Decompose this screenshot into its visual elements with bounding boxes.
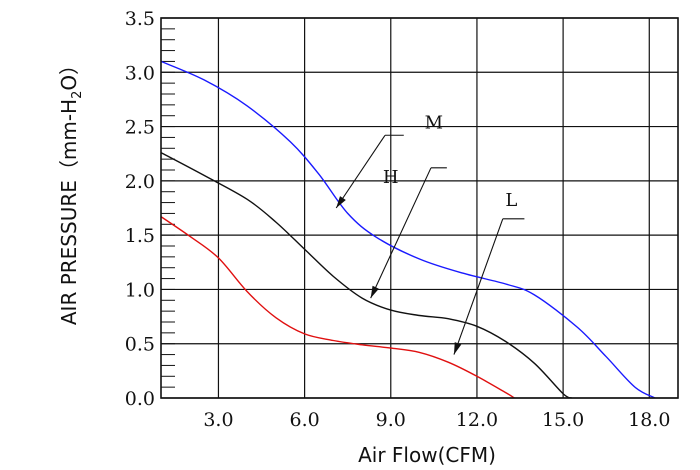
x-tick-label-0: 3.0	[203, 409, 233, 431]
arrow-shaft-H	[335, 134, 386, 209]
y-tick-label-2: 1.0	[125, 279, 155, 301]
y-axis-title-end: O）	[57, 55, 81, 91]
y-axis-title-subscript: 2	[70, 91, 85, 99]
y-tick-label-1: 0.5	[125, 334, 155, 356]
y-tick-label-4: 2.0	[125, 171, 155, 193]
y-tick-labels: 0.0 0.5 1.0 1.5 2.0 2.5 3.0 3.5	[125, 8, 155, 410]
y-tick-label-3: 1.5	[125, 225, 155, 247]
curve-label-M: M	[425, 113, 443, 134]
y-axis-title-main: AIR PRESSURE（mm-H	[57, 99, 81, 325]
y-tick-label-5: 2.5	[125, 117, 155, 139]
plot-frame	[160, 17, 679, 399]
annotations: H M L	[335, 113, 525, 355]
series-layer	[160, 60, 656, 399]
x-tick-label-2: 9.0	[376, 409, 406, 431]
x-tick-label-5: 18.0	[628, 409, 670, 431]
arrow-head-L	[453, 342, 462, 355]
arrow-shaft-M	[370, 167, 432, 299]
minor-ticks	[161, 17, 175, 399]
curve-L	[160, 216, 515, 399]
curve-H	[160, 60, 656, 399]
curve-label-L: L	[505, 190, 517, 211]
x-tick-label-4: 15.0	[542, 409, 584, 431]
x-axis-title: Air Flow(CFM)	[358, 443, 496, 467]
curve-label-H: H	[383, 167, 399, 188]
arrow-head-H	[336, 196, 346, 208]
x-tick-labels: 3.0 6.0 9.0 12.0 15.0 18.0	[203, 409, 670, 431]
y-tick-label-6: 3.0	[125, 62, 155, 84]
x-tick-label-1: 6.0	[290, 409, 320, 431]
arrow-head-M	[370, 285, 379, 299]
y-tick-label-0: 0.0	[125, 388, 155, 410]
y-axis-title: AIR PRESSURE（mm-H2O）	[57, 55, 85, 325]
x-tick-label-3: 12.0	[456, 409, 498, 431]
curve-M	[160, 151, 573, 399]
grid	[161, 17, 678, 399]
y-tick-label-7: 3.5	[125, 8, 155, 30]
arrow-shaft-L	[453, 218, 504, 355]
